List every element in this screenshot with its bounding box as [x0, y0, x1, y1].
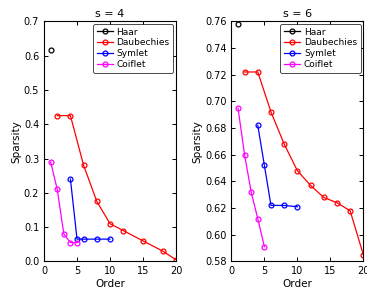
Legend: Haar, Daubechies, Symlet, Coiflet: Haar, Daubechies, Symlet, Coiflet: [280, 24, 361, 73]
Title: s = 4: s = 4: [95, 9, 125, 19]
Legend: Haar, Daubechies, Symlet, Coiflet: Haar, Daubechies, Symlet, Coiflet: [93, 24, 173, 73]
Y-axis label: Sparsity: Sparsity: [192, 120, 202, 163]
Y-axis label: Sparsity: Sparsity: [11, 120, 21, 163]
X-axis label: Order: Order: [283, 279, 312, 289]
Title: s = 6: s = 6: [283, 9, 312, 19]
X-axis label: Order: Order: [95, 279, 125, 289]
